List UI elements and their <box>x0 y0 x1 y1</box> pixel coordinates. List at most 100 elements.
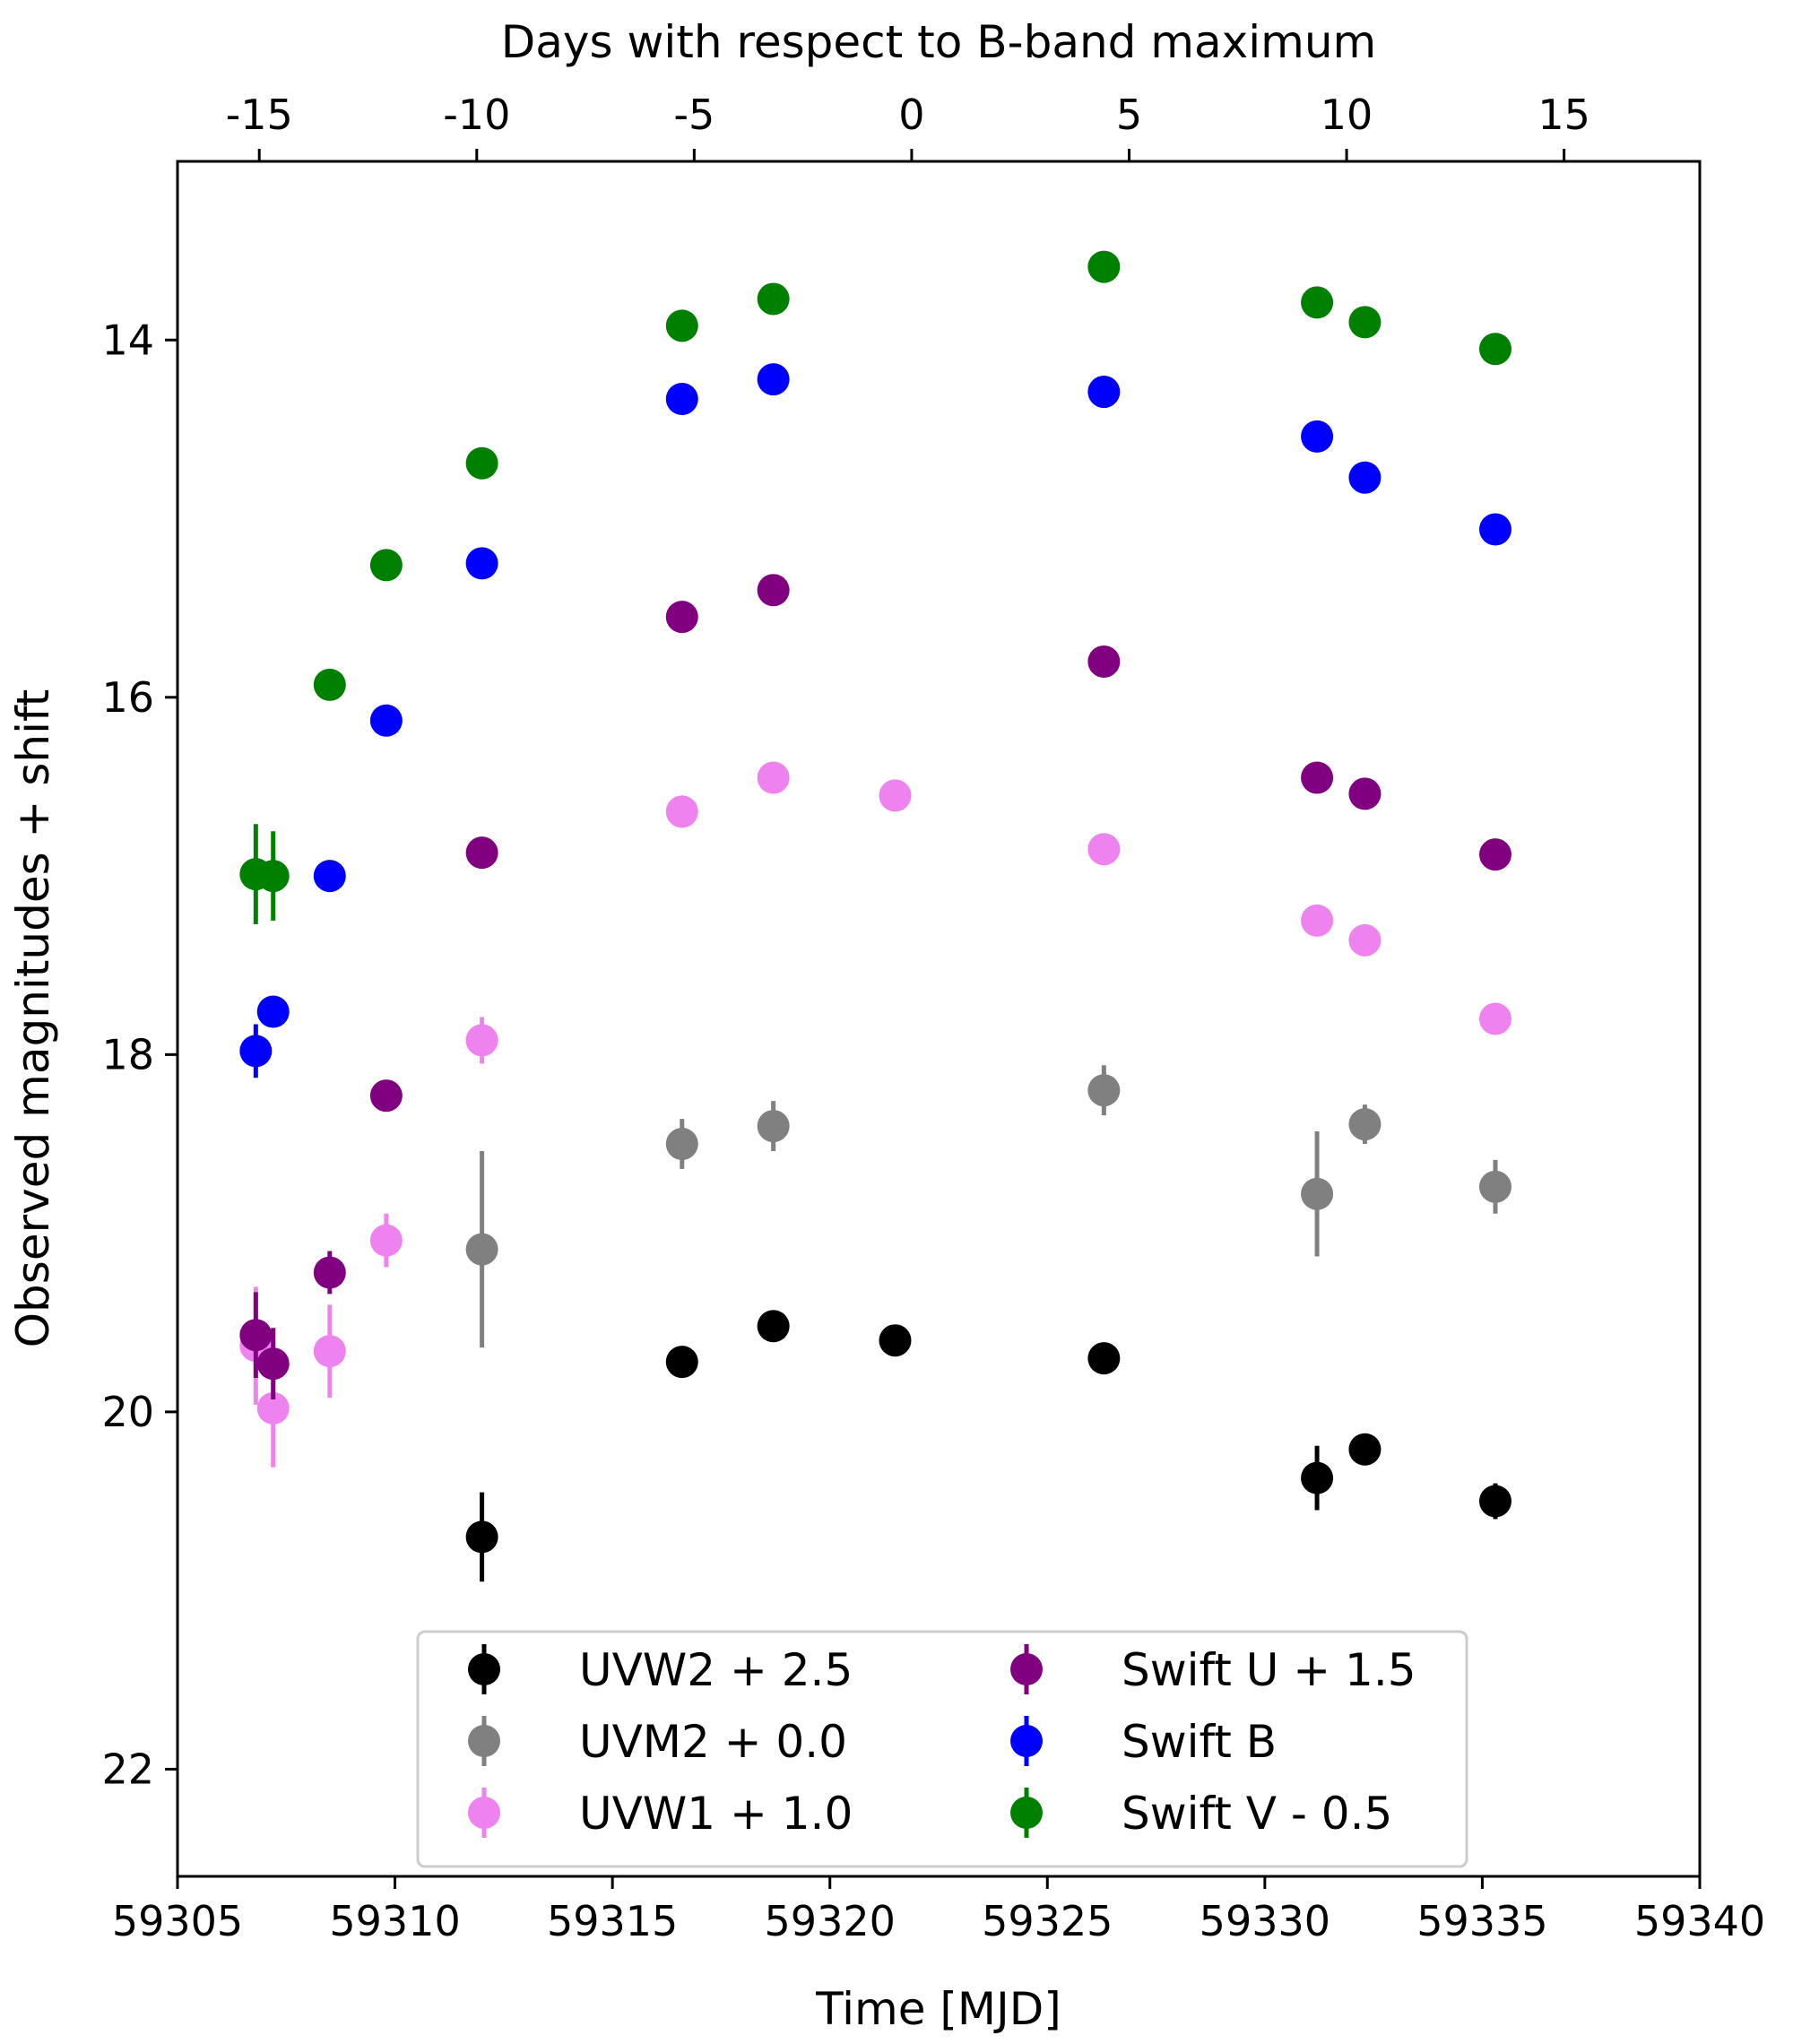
data-point-4-0 <box>239 1035 273 1068</box>
data-point-0-7 <box>1478 1485 1511 1518</box>
data-point-3-4 <box>465 836 498 870</box>
data-point-5-2 <box>313 668 346 701</box>
data-point-2-1 <box>256 1391 290 1425</box>
x2-tick-label-0: -15 <box>226 91 293 139</box>
data-point-5-6 <box>757 282 790 316</box>
data-point-4-5 <box>665 383 698 416</box>
x-tick-label-1: 59310 <box>329 1897 460 1945</box>
legend-marker-5 <box>1010 1797 1043 1829</box>
data-point-5-3 <box>369 549 403 582</box>
legend-label-5: Swift V - 0.5 <box>1122 1788 1392 1840</box>
x2-tick-label-3: 0 <box>898 91 924 139</box>
data-point-1-1 <box>665 1127 698 1160</box>
x-tick-label-5: 59330 <box>1200 1897 1330 1945</box>
x-tick-label-0: 59305 <box>112 1897 243 1945</box>
data-point-4-2 <box>313 860 346 893</box>
axes: 59305 59310 59315 59320 59325 59330 59335 59340… <box>101 91 1765 1945</box>
legend-label-0: UVW2 + 2.5 <box>579 1644 853 1696</box>
data-point-5-4 <box>465 446 498 480</box>
data-point-0-0 <box>465 1520 498 1554</box>
data-point-3-0 <box>239 1319 273 1352</box>
legend-label-3: Swift U + 1.5 <box>1122 1644 1416 1696</box>
y-tick-label-2: 18 <box>101 1030 154 1078</box>
plot-area <box>239 250 1511 1582</box>
data-point-3-9 <box>1348 777 1382 810</box>
series-0 <box>465 1310 1511 1582</box>
data-point-5-7 <box>1087 250 1121 283</box>
data-point-4-4 <box>465 547 498 580</box>
x2-tick-label-6: 15 <box>1537 91 1590 139</box>
data-point-2-9 <box>1301 904 1334 937</box>
data-point-2-3 <box>369 1224 403 1257</box>
x-tick-label-6: 59335 <box>1416 1897 1547 1945</box>
data-point-0-1 <box>665 1346 698 1379</box>
data-point-4-7 <box>1087 376 1121 409</box>
x2-tick-label-2: -5 <box>673 91 715 139</box>
y-tick-label-3: 20 <box>101 1388 154 1436</box>
data-point-1-3 <box>1087 1074 1121 1107</box>
top-x-axis-label: Days with respect to B-band maximum <box>501 16 1376 68</box>
legend-marker-1 <box>468 1725 500 1757</box>
legend-label-2: UVW1 + 1.0 <box>579 1788 853 1840</box>
data-point-4-8 <box>1301 420 1334 453</box>
x-axis-label: Time [MJD] <box>815 1983 1061 2035</box>
legend-marker-4 <box>1010 1725 1043 1757</box>
data-point-4-1 <box>256 995 290 1028</box>
legend-marker-3 <box>1010 1653 1043 1685</box>
x2-tick-label-1: -10 <box>443 91 510 139</box>
data-point-5-9 <box>1348 306 1382 339</box>
data-point-3-2 <box>313 1256 346 1289</box>
data-point-4-9 <box>1348 461 1382 494</box>
data-point-1-2 <box>757 1110 790 1143</box>
data-point-3-3 <box>369 1079 403 1113</box>
data-point-4-10 <box>1478 513 1511 546</box>
legend-label-4: Swift B <box>1122 1716 1277 1768</box>
series-3 <box>239 574 1511 1399</box>
legend-marker-0 <box>468 1653 500 1685</box>
data-point-2-6 <box>757 761 790 794</box>
x2-tick-label-4: 5 <box>1116 91 1142 139</box>
data-point-1-4 <box>1301 1177 1334 1210</box>
x-tick-label-2: 59315 <box>547 1897 678 1945</box>
data-point-3-8 <box>1301 761 1334 794</box>
data-point-1-6 <box>1478 1170 1511 1203</box>
data-point-2-10 <box>1348 923 1382 957</box>
data-point-3-10 <box>1478 838 1511 871</box>
data-point-0-6 <box>1348 1433 1382 1466</box>
data-point-0-4 <box>1087 1342 1121 1375</box>
data-point-2-2 <box>313 1335 346 1368</box>
legend-marker-2 <box>468 1797 500 1829</box>
data-point-5-1 <box>256 860 290 893</box>
legend-box <box>416 1630 1468 1868</box>
data-point-3-7 <box>1087 645 1121 678</box>
data-point-2-7 <box>879 779 912 812</box>
data-point-4-6 <box>757 363 790 396</box>
x-tick-label-7: 59340 <box>1634 1897 1765 1945</box>
data-point-3-1 <box>256 1347 290 1381</box>
data-point-3-6 <box>757 574 790 607</box>
data-point-1-5 <box>1348 1108 1382 1141</box>
series-2 <box>239 761 1511 1468</box>
data-point-2-8 <box>1087 833 1121 866</box>
data-point-5-10 <box>1478 333 1511 366</box>
plot-frame <box>176 160 1702 1878</box>
y-axis-label: Observed magnitudes + shift <box>7 689 59 1348</box>
x2-tick-label-5: 10 <box>1321 91 1373 139</box>
y-tick-label-0: 14 <box>101 316 154 364</box>
series-4 <box>239 363 1511 1078</box>
series-1 <box>465 1065 1511 1348</box>
y-tick-label-1: 16 <box>101 673 154 722</box>
data-point-2-11 <box>1478 1002 1511 1035</box>
series-5 <box>239 250 1511 924</box>
data-point-3-5 <box>665 601 698 634</box>
data-point-0-2 <box>757 1310 790 1343</box>
legend: UVW2 + 2.5 UVM2 + 0.0 UVW1 + 1.0 Swift U + … <box>416 1630 1468 1868</box>
data-point-2-4 <box>465 1024 498 1057</box>
y-tick-label-4: 22 <box>101 1745 154 1793</box>
legend-label-1: UVM2 + 0.0 <box>579 1716 847 1768</box>
data-point-4-3 <box>369 704 403 737</box>
data-point-0-3 <box>879 1324 912 1357</box>
x-tick-label-4: 59325 <box>982 1897 1113 1945</box>
x-tick-label-3: 59320 <box>765 1897 896 1945</box>
